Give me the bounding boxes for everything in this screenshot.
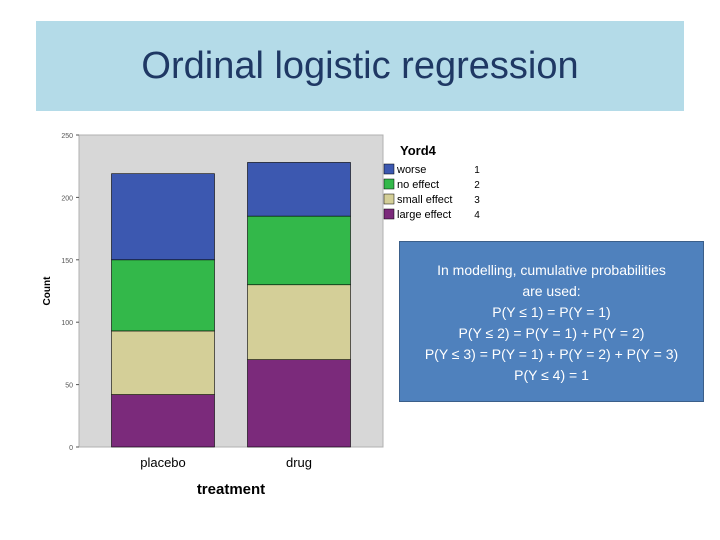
legend-swatch-large-effect bbox=[383, 208, 395, 220]
legend-title: Yord4 bbox=[400, 143, 437, 158]
bar-placebo-no-effect bbox=[111, 259, 215, 332]
legend-code: 1 bbox=[474, 165, 480, 176]
legend-swatch-no-effect bbox=[383, 178, 395, 190]
stacked-bar-chart: 0 50 100 150 200 250 placebo drug Count treatme… bbox=[42, 133, 480, 498]
legend-code: 3 bbox=[474, 195, 480, 206]
info-box: In modelling, cumulative probabilities a… bbox=[399, 241, 704, 402]
legend-swatch-small-effect bbox=[383, 193, 395, 205]
slide-title: Ordinal logistic regression bbox=[141, 45, 579, 87]
bar-placebo-worse bbox=[111, 173, 215, 261]
info-line: are used: bbox=[522, 283, 581, 299]
y-tick-label: 50 bbox=[65, 383, 73, 390]
legend-label-large-effect: large effect bbox=[397, 209, 451, 221]
x-tick-label-drug: drug bbox=[286, 455, 312, 470]
info-line: P(Y ≤ 3) = P(Y = 1) + P(Y = 2) + P(Y = 3… bbox=[424, 346, 679, 362]
info-line: P(Y ≤ 4) = 1 bbox=[514, 367, 589, 383]
y-tick-label: 100 bbox=[61, 320, 73, 327]
legend-code: 2 bbox=[474, 180, 480, 191]
legend-swatch-worse bbox=[383, 163, 395, 175]
legend-code: 4 bbox=[474, 210, 480, 221]
legend-label-worse: worse bbox=[396, 164, 426, 176]
legend-label-small-effect: small effect bbox=[397, 194, 452, 206]
bar-drug-small-effect bbox=[247, 284, 351, 360]
y-tick-label: 150 bbox=[61, 258, 73, 265]
bar-drug-no-effect bbox=[247, 215, 351, 286]
bar-placebo-large-effect bbox=[111, 394, 215, 448]
info-line: P(Y ≤ 2) = P(Y = 1) + P(Y = 2) bbox=[458, 325, 645, 341]
info-line: P(Y ≤ 1) = P(Y = 1) bbox=[492, 304, 611, 320]
bar-placebo-small-effect bbox=[111, 330, 215, 395]
title-band: Ordinal logistic regression bbox=[36, 21, 684, 111]
y-tick-label: 0 bbox=[69, 445, 73, 452]
y-tick-label: 250 bbox=[61, 133, 73, 140]
bar-drug-worse bbox=[247, 162, 351, 217]
y-axis-label: Count bbox=[42, 276, 53, 306]
info-line: In modelling, cumulative probabilities bbox=[437, 262, 666, 278]
legend-label-no-effect: no effect bbox=[397, 179, 439, 191]
x-axis-label: treatment bbox=[197, 481, 265, 498]
y-tick-label: 200 bbox=[61, 195, 73, 202]
x-tick-label-placebo: placebo bbox=[140, 455, 186, 470]
bar-drug-large-effect bbox=[247, 359, 351, 448]
